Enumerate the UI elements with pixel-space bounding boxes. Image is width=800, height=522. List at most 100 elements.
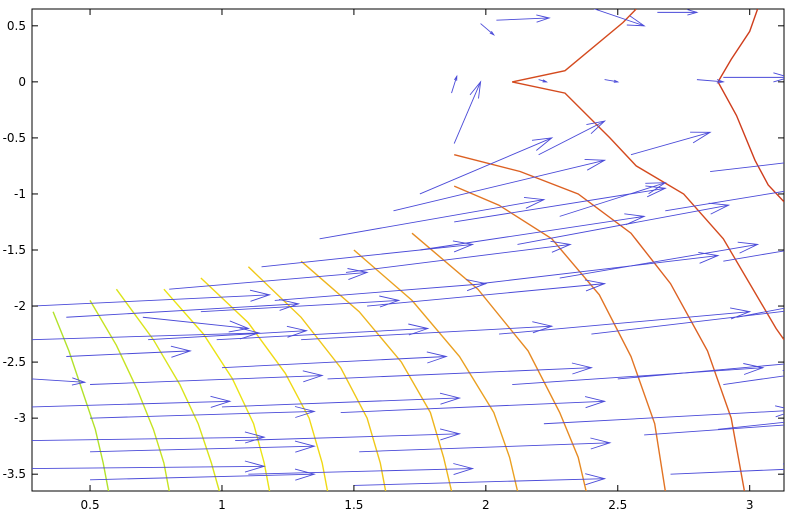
vector-arrow-46 [538,120,607,156]
vector-arrow-43 [644,424,784,436]
vector-head [454,74,458,81]
vector-shaft [517,204,729,245]
vector-field [32,9,784,486]
vector-shaft [419,215,645,251]
vector-shaft [393,159,605,212]
vector-arrow-54 [710,162,784,172]
vector-arrow-11 [90,440,316,453]
vector-arrow-49 [538,79,549,83]
vector-arrow-23 [274,279,488,301]
vector-arrow-22 [261,240,475,268]
vector-head [453,463,475,476]
vector-shaft [90,410,315,419]
vector-arrow-16 [200,295,401,313]
vector-head [716,79,725,84]
vector-head [294,440,316,453]
vector-shaft [345,243,571,273]
vector-arrow-27 [359,437,612,453]
vector-head [408,323,430,336]
vector-head [239,327,261,340]
vector-shaft [498,311,750,335]
vector-head [278,298,301,311]
contour-line-15 [717,81,784,203]
vector-shaft [723,250,784,262]
vector-head [523,196,546,209]
vector-arrow-37 [512,363,765,385]
vector-arrow-48 [451,74,458,94]
vector-head [737,241,760,254]
contour-line-4 [163,288,271,491]
vector-shaft [261,243,473,268]
contour-line-8 [353,249,519,491]
vector-shaft [559,182,666,217]
vector-head [439,428,462,441]
vector-shaft [32,294,270,307]
vector-arrow-9 [90,370,324,385]
vector-head [586,120,607,135]
vector-arrow-10 [90,406,316,419]
vector-arrow-18 [221,351,448,369]
vector-arrow-7 [66,298,301,318]
vector-head [645,182,667,195]
vector-head [249,289,272,302]
vector-shaft [480,255,719,285]
vector-shaft [32,436,265,442]
x-tick-label: 3 [746,498,754,512]
y-tick-label: -2 [14,299,26,313]
vector-shaft [66,350,191,357]
y-tick-label: -3 [14,411,26,425]
vector-shaft [644,424,784,436]
vector-head [782,463,784,476]
x-tick-label: 2.5 [608,498,627,512]
vector-head [613,79,620,83]
vector-arrow-41 [591,310,784,335]
vector-head [550,240,572,253]
vector-arrow-5 [32,431,266,444]
vector-shaft [496,17,550,21]
vector-head [302,370,324,383]
vector-shaft [617,363,784,380]
vector-shaft [480,23,495,36]
vector-shaft [593,9,645,27]
vector-shaft [710,162,784,172]
vector-head [466,279,488,292]
vector-arrow-26 [340,396,607,413]
vector-arrow-25 [327,362,594,380]
vector-shaft [319,199,544,240]
y-tick-label: 0.5 [7,19,26,33]
vector-shaft [670,468,784,475]
vector-shaft [32,332,259,341]
vector-arrow-40 [559,241,760,279]
vector-shaft [221,356,447,369]
vector-head [774,405,784,418]
vector-arrow-44 [670,463,784,476]
vector-shaft [90,445,315,453]
vector-arrow-20 [235,428,462,442]
vector-head [743,363,765,375]
y-tick-label: -3.5 [3,467,26,481]
vector-head [228,320,251,333]
vector-arrow-51 [559,182,667,217]
vector-shaft [538,120,605,156]
vector-arrow-50 [604,79,620,83]
vector-arrow-39 [517,202,731,245]
vector-arrow-12 [90,468,316,481]
vector-shaft [32,378,85,383]
vector-arrow-19 [221,392,462,408]
vector-shaft [90,375,323,385]
vector-head [286,325,309,338]
vector-head [452,240,475,253]
vector-arrow-8 [66,345,192,358]
vector-shaft [274,283,486,301]
contour-line-11 [454,154,746,491]
vector-arrow-2 [32,327,261,341]
vector-shaft [216,328,428,341]
vector-shaft [142,316,249,329]
vector-head [624,213,646,226]
y-tick-label: -1 [14,187,26,201]
vector-head [708,202,731,215]
vector-head [210,395,232,408]
vector-arrow-56 [736,307,784,318]
vector-shaft [453,81,481,144]
